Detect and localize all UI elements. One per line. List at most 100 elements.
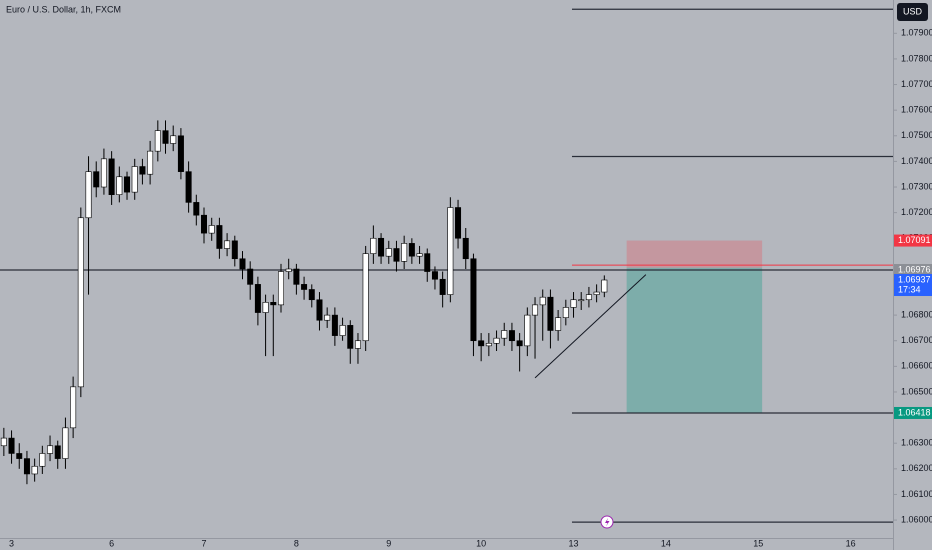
y-tick-label: 1.06000 bbox=[901, 514, 932, 524]
candle-body bbox=[539, 296, 546, 306]
candle-body bbox=[524, 314, 531, 347]
candle-body bbox=[8, 437, 15, 454]
x-tick-label: 9 bbox=[386, 538, 391, 548]
price-label-box bbox=[894, 264, 932, 277]
candle-body bbox=[247, 268, 254, 285]
currency-label[interactable]: USD bbox=[903, 6, 923, 16]
candle-body bbox=[147, 150, 154, 175]
x-tick-label: 15 bbox=[753, 538, 763, 548]
candle-body bbox=[301, 284, 308, 290]
candle-body bbox=[70, 386, 77, 429]
candle-body bbox=[601, 279, 608, 293]
candle-body bbox=[124, 176, 131, 193]
candle-body bbox=[393, 248, 400, 262]
candle-body bbox=[139, 166, 146, 175]
candle-body bbox=[316, 299, 323, 321]
candle-body bbox=[362, 253, 369, 342]
candle-body bbox=[508, 330, 515, 342]
candle-body bbox=[239, 258, 246, 270]
candle-body bbox=[585, 294, 592, 301]
y-tick-label: 1.06800 bbox=[901, 309, 932, 319]
candle-body bbox=[339, 325, 346, 336]
price-label-box bbox=[894, 274, 932, 297]
price-countdown: 17:34 bbox=[898, 284, 921, 294]
candle-body bbox=[277, 271, 284, 306]
y-tick-label: 1.07900 bbox=[901, 28, 932, 38]
candle-body bbox=[416, 253, 423, 257]
candle-body bbox=[354, 340, 361, 349]
y-tick-label: 1.07500 bbox=[901, 130, 932, 140]
candle-body bbox=[77, 217, 84, 388]
x-tick-label: 3 bbox=[9, 538, 14, 548]
candle-body bbox=[100, 158, 107, 188]
candle-body bbox=[385, 248, 392, 257]
y-tick-label: 1.07600 bbox=[901, 105, 932, 115]
y-tick-label: 1.06600 bbox=[901, 361, 932, 371]
y-tick-label: 1.06500 bbox=[901, 386, 932, 396]
candle-body bbox=[455, 207, 462, 239]
candle-body bbox=[285, 268, 292, 272]
candle-body bbox=[154, 130, 161, 152]
price-label-box bbox=[894, 234, 932, 247]
candle-body bbox=[532, 304, 539, 316]
candle-body bbox=[493, 337, 500, 344]
candle-body bbox=[578, 299, 585, 302]
candle-body bbox=[16, 453, 23, 459]
chart-title: Euro / U.S. Dollar, 1h, FXCM bbox=[6, 4, 121, 14]
candle-body bbox=[170, 135, 177, 144]
y-tick-label: 1.06100 bbox=[901, 489, 932, 499]
candle-body bbox=[39, 453, 46, 467]
candle-body bbox=[201, 214, 207, 234]
target-zone bbox=[626, 267, 763, 413]
candle-body bbox=[424, 253, 431, 272]
candle-body bbox=[555, 317, 562, 331]
candle-body bbox=[439, 278, 446, 295]
candle-body bbox=[131, 166, 138, 193]
candle-body bbox=[216, 225, 223, 249]
candle-body bbox=[308, 289, 315, 301]
y-tick-label: 1.06200 bbox=[901, 463, 932, 473]
event-icon-bolt bbox=[605, 518, 610, 527]
candle-body bbox=[470, 258, 477, 342]
candle-body bbox=[262, 302, 269, 313]
y-tick-label: 1.07700 bbox=[901, 79, 932, 89]
candle-body bbox=[185, 171, 192, 203]
candle-body bbox=[177, 135, 184, 172]
y-tick-label: 1.07400 bbox=[901, 156, 932, 166]
x-tick-label: 16 bbox=[846, 538, 856, 548]
y-tick-label: 1.07200 bbox=[901, 207, 932, 217]
candle-body bbox=[570, 299, 577, 308]
candle-body bbox=[23, 458, 30, 475]
candle-body bbox=[231, 240, 238, 260]
trend-line bbox=[534, 274, 647, 379]
candle-body bbox=[501, 330, 508, 339]
price-label: 1.07091 bbox=[898, 235, 931, 245]
candle-body bbox=[116, 176, 123, 196]
candle-body bbox=[485, 342, 492, 347]
candle-body bbox=[85, 171, 92, 219]
currency-button[interactable] bbox=[897, 3, 928, 21]
candle-body bbox=[108, 158, 115, 196]
candle-body bbox=[431, 271, 438, 280]
candle-body bbox=[162, 130, 169, 144]
x-tick-label: 10 bbox=[476, 538, 486, 548]
y-tick-label: 1.06300 bbox=[901, 438, 932, 448]
candle-body bbox=[193, 202, 200, 216]
x-tick-label: 14 bbox=[661, 538, 671, 548]
candle-body bbox=[47, 445, 54, 454]
candle-body bbox=[324, 314, 331, 321]
candle-body bbox=[593, 291, 600, 295]
candle-body bbox=[331, 314, 338, 336]
candle-body bbox=[408, 243, 415, 257]
candle-body bbox=[562, 307, 569, 318]
candle-body bbox=[0, 437, 7, 447]
candle-body bbox=[31, 465, 38, 475]
x-tick-label: 6 bbox=[109, 538, 114, 548]
candle-body bbox=[208, 225, 215, 234]
candle-body bbox=[447, 207, 454, 295]
price-label-box bbox=[894, 406, 932, 419]
price-label: 1.06937 bbox=[898, 274, 931, 284]
plot bbox=[0, 8, 893, 523]
